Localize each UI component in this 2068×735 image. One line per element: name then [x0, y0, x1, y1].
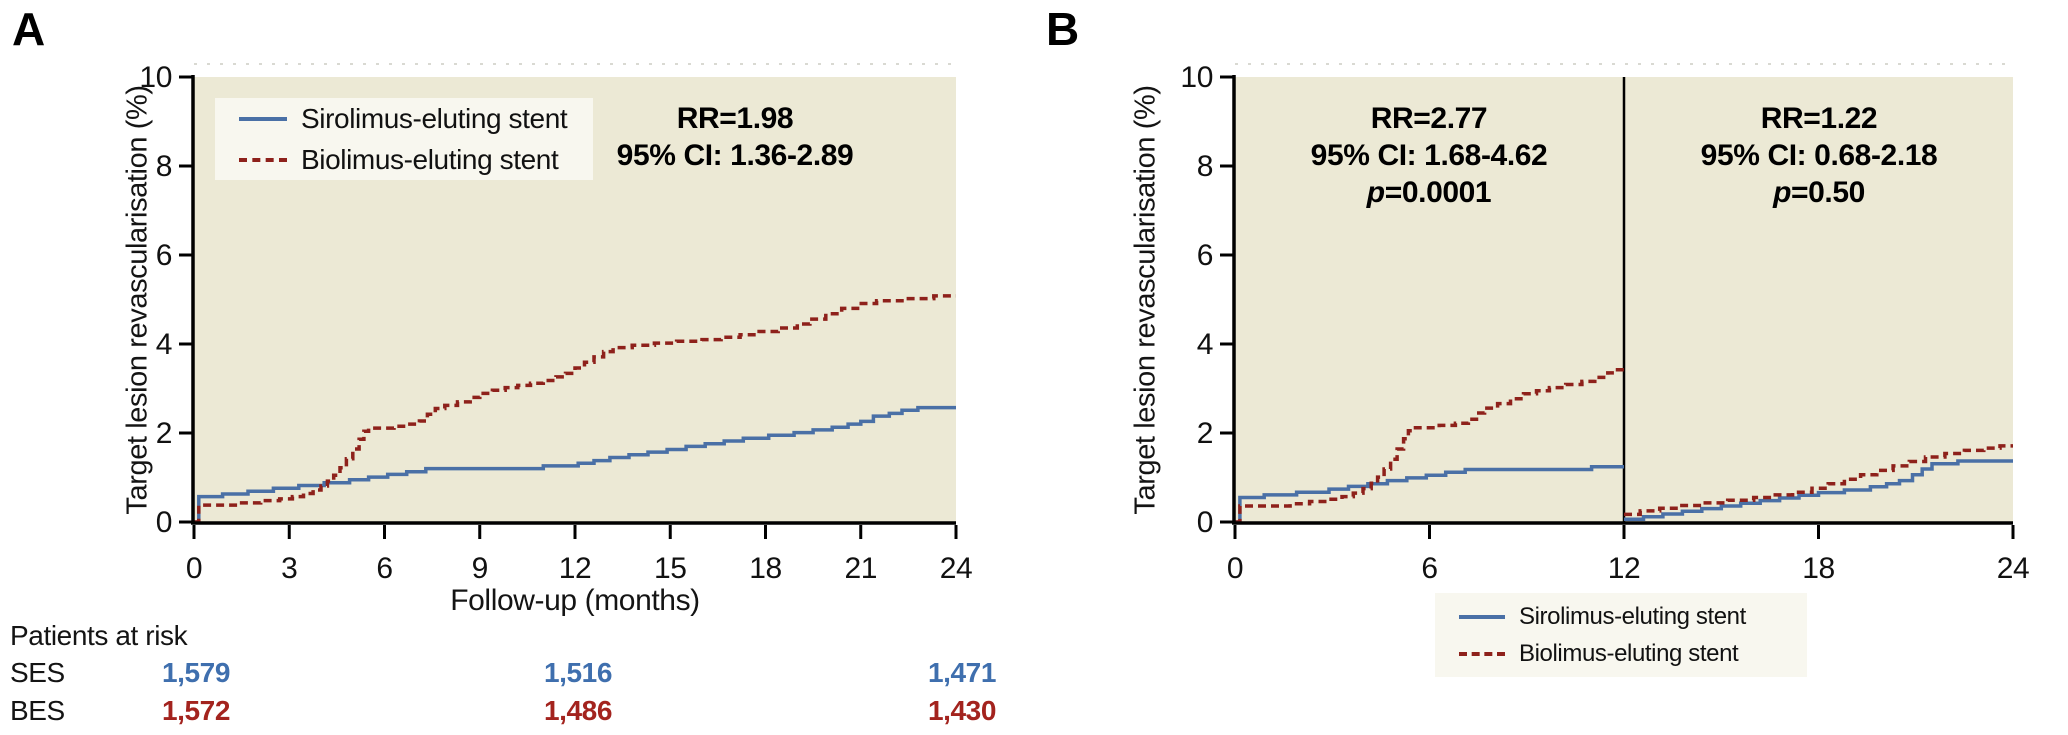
- x-tick-label-A: 21: [844, 552, 877, 585]
- panel-b-letter: B: [1046, 3, 1079, 55]
- panel-b-right-rr: RR=1.22: [1760, 102, 1878, 135]
- y-tick-label-A: 4: [156, 328, 172, 361]
- ses-count-12mo: 1,516: [543, 657, 613, 688]
- panel-b-legend: Sirolimus-eluting stent Biolimus-eluting…: [1435, 593, 1807, 677]
- y-tick-label-A: 0: [156, 506, 172, 539]
- legend-item-biolimus: Biolimus-eluting stent: [1459, 640, 1807, 668]
- row-label-bes: BES: [10, 695, 65, 726]
- panel-a-ci: 95% CI: 1.36-2.89: [616, 139, 854, 172]
- y-tick-label-B: 4: [1197, 328, 1213, 361]
- y-tick-label-B: 10: [1180, 61, 1213, 94]
- ses-count-0mo: 1,579: [161, 657, 231, 688]
- x-tick-label-A: 18: [749, 552, 782, 585]
- y-tick-label-A: 6: [156, 239, 172, 272]
- legend-label-biolimus: Biolimus-eluting stent: [301, 143, 559, 175]
- curve-B-0: [1235, 465, 1624, 524]
- bes-count-0mo: 1,572: [161, 695, 231, 726]
- x-tick-label-B: 24: [1997, 552, 2030, 585]
- x-tick-label-A: 6: [376, 552, 392, 585]
- curve-B-2: [1624, 459, 2013, 522]
- x-tick-label-A: 15: [654, 552, 687, 585]
- panel-a-y-axis-title: Target lesion revascularisation (%): [121, 85, 154, 515]
- y-tick-label-B: 2: [1197, 417, 1213, 450]
- panel-b-y-axis-title: Target lesion revascularisation (%): [1129, 85, 1162, 515]
- legend-label-sirolimus: Sirolimus-eluting stent: [1519, 602, 1746, 630]
- legend-label-biolimus: Biolimus-eluting stent: [1519, 639, 1739, 667]
- x-tick-label-A: 12: [559, 552, 592, 585]
- y-tick-label-A: 8: [156, 150, 172, 183]
- legend-item-sirolimus: Sirolimus-eluting stent: [1459, 603, 1807, 631]
- y-tick-label-B: 6: [1197, 239, 1213, 272]
- patients-at-risk-row-bes: BES 1,572 1,486 1,430: [0, 695, 1060, 727]
- bes-count-24mo: 1,430: [927, 695, 997, 726]
- bes-count-12mo: 1,486: [543, 695, 613, 726]
- panel-b-stats-right: RR=1.22 95% CI: 0.68-2.18 p=0.50: [1701, 100, 1938, 211]
- curve-B-1: [1235, 367, 1626, 524]
- curve-A-0: [194, 405, 956, 524]
- sirolimus-line-sample-icon: [1459, 614, 1505, 619]
- x-tick-label-A: 0: [186, 552, 202, 585]
- x-tick-label-A: 9: [472, 552, 488, 585]
- panel-a-stats: RR=1.98 95% CI: 1.36-2.89: [617, 100, 854, 174]
- x-tick-label-B: 18: [1802, 552, 1835, 585]
- curve-A-1: [194, 294, 956, 524]
- panel-a-x-axis-title: Follow-up (months): [450, 584, 700, 617]
- y-tick-label-A: 2: [156, 417, 172, 450]
- legend-item-biolimus: Biolimus-eluting stent: [239, 144, 593, 176]
- x-tick-label-B: 0: [1227, 552, 1243, 585]
- panel-b-left-p: p=0.0001: [1366, 176, 1492, 209]
- patients-at-risk-row-ses: SES 1,579 1,516 1,471: [0, 657, 1060, 689]
- y-tick-label-A: 10: [139, 61, 172, 94]
- biolimus-dashed-sample-icon: [1459, 651, 1505, 656]
- x-tick-label-A: 24: [940, 552, 973, 585]
- sirolimus-line-sample-icon: [239, 116, 287, 121]
- panel-b-right-ci: 95% CI: 0.68-2.18: [1700, 139, 1938, 172]
- curve-B-3: [1624, 444, 2013, 517]
- x-tick-label-A: 3: [281, 552, 297, 585]
- biolimus-dashed-sample-icon: [239, 157, 287, 162]
- y-tick-label-B: 0: [1197, 506, 1213, 539]
- patients-at-risk-title: Patients at risk: [10, 620, 188, 651]
- panel-b-stats-left: RR=2.77 95% CI: 1.68-4.62 p=0.0001: [1311, 100, 1548, 211]
- x-tick-label-B: 12: [1608, 552, 1641, 585]
- panel-a-letter: A: [12, 3, 45, 55]
- legend-item-sirolimus: Sirolimus-eluting stent: [239, 103, 593, 135]
- panel-a-legend: Sirolimus-eluting stent Biolimus-eluting…: [215, 98, 593, 180]
- panel-a-rr: RR=1.98: [676, 102, 794, 135]
- legend-label-sirolimus: Sirolimus-eluting stent: [301, 102, 568, 134]
- panel-b-left-ci: 95% CI: 1.68-4.62: [1310, 139, 1548, 172]
- y-tick-label-B: 8: [1197, 150, 1213, 183]
- panel-b-right-p: p=0.50: [1773, 176, 1865, 209]
- x-tick-label-B: 6: [1421, 552, 1437, 585]
- panel-b-left-rr: RR=2.77: [1370, 102, 1488, 135]
- row-label-ses: SES: [10, 657, 65, 688]
- ses-count-24mo: 1,471: [927, 657, 997, 688]
